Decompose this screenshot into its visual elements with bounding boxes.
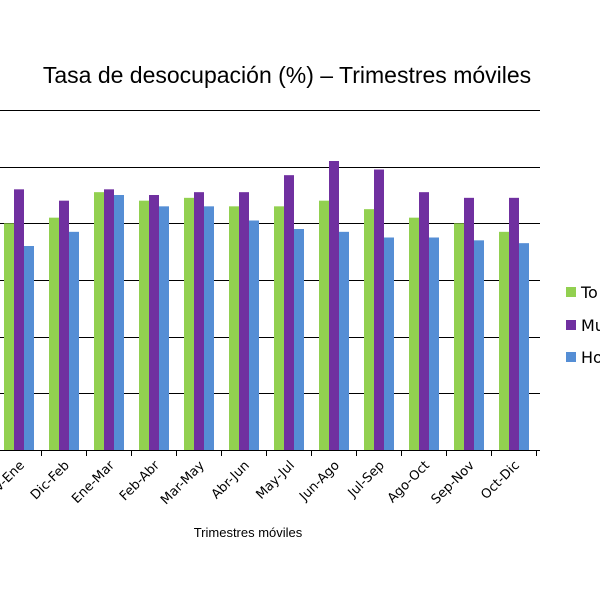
bar-to-6	[274, 206, 284, 450]
bar-mu-7	[329, 161, 339, 450]
bar-to-3	[139, 200, 149, 450]
bar-to-10	[454, 223, 464, 450]
x-tick-label: Ago-Oct	[385, 458, 433, 506]
x-tick-label: Mar-May	[158, 458, 208, 508]
bar-mu-2	[104, 189, 114, 451]
bars	[4, 161, 529, 451]
bar-to-11	[499, 231, 509, 450]
x-tick-label: Oct-Dic	[478, 458, 523, 503]
bar-mu-3	[149, 195, 159, 450]
bar-ho-0	[24, 246, 34, 450]
bar-ho-10	[474, 240, 484, 450]
x-axis-title: Trimestres móviles	[194, 525, 303, 540]
legend: To Mu Ho	[566, 283, 600, 367]
bar-mu-0	[14, 189, 24, 451]
x-tick-label: May-Jul	[253, 458, 297, 502]
x-tick-label: Jun-Ago	[296, 458, 343, 505]
bar-to-0	[4, 223, 14, 450]
bar-mu-4	[194, 192, 204, 450]
bar-to-2	[94, 192, 104, 450]
bar-ho-5	[249, 220, 259, 450]
bar-mu-11	[509, 197, 519, 450]
bar-to-8	[364, 209, 374, 450]
gridlines	[0, 110, 540, 394]
bar-mu-8	[374, 169, 384, 450]
legend-label-mu: Mu	[581, 316, 600, 335]
legend-label-to: To	[580, 283, 598, 302]
bar-mu-1	[59, 200, 69, 450]
bar-ho-1	[69, 231, 79, 450]
legend-swatch-ho	[566, 352, 576, 362]
bar-to-4	[184, 197, 194, 450]
bar-ho-9	[429, 237, 439, 450]
bar-to-1	[49, 217, 59, 450]
bar-mu-6	[284, 175, 294, 450]
bar-to-5	[229, 206, 239, 450]
x-tick-label: Jul-Sep	[345, 458, 388, 501]
bar-ho-4	[204, 206, 214, 450]
chart-title: Tasa de desocupación (%) – Trimestres mó…	[43, 62, 531, 88]
bar-ho-8	[384, 237, 394, 450]
legend-swatch-to	[566, 287, 576, 297]
bar-mu-5	[239, 192, 249, 450]
bar-ho-3	[159, 206, 169, 450]
x-tick-label: Abr-Jun	[209, 458, 253, 502]
bar-mu-9	[419, 192, 429, 450]
bar-ho-2	[114, 195, 124, 450]
legend-swatch-mu	[566, 320, 576, 330]
bar-ho-11	[519, 243, 529, 450]
x-tick-label: Feb-Abr	[117, 458, 163, 504]
bar-to-7	[319, 200, 329, 450]
bar-mu-10	[464, 197, 474, 450]
bar-ho-6	[294, 229, 304, 450]
x-tick-label: Dic-Feb	[28, 458, 73, 503]
x-tick-label: Sep-Nov	[429, 458, 478, 507]
x-tick-label: Nov-Ene	[0, 458, 28, 507]
bar-to-9	[409, 217, 419, 450]
legend-label-ho: Ho	[581, 348, 600, 367]
x-tick-label: Ene-Mar	[69, 458, 118, 507]
bar-ho-7	[339, 231, 349, 450]
x-axis	[0, 450, 540, 456]
